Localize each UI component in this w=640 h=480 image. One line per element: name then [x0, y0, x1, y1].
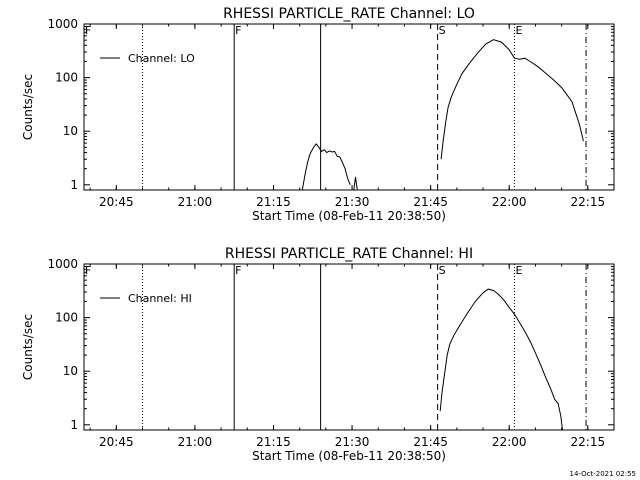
legend-label: Channel: HI [128, 292, 192, 305]
series-line [439, 288, 563, 431]
chart-title: RHESSI PARTICLE_RATE Channel: LO [223, 6, 475, 22]
timestamp: 14-Oct-2021 02:55 [569, 470, 636, 478]
y-tick-label: 1 [70, 178, 78, 192]
panel-lo-channel: RHESSI PARTICLE_RATE Channel: LO 20:45 21:… [21, 6, 615, 223]
y-tick-label: 1000 [47, 257, 78, 271]
x-tick-label: 21:45 [413, 435, 448, 449]
marker-label: S [439, 24, 446, 37]
y-tick-label: 100 [55, 71, 78, 85]
x-tick-label: 22:00 [492, 195, 527, 209]
marker-label: E [515, 264, 522, 277]
series-line [353, 176, 358, 191]
x-axis-label: Start Time (08-Feb-11 20:38:50) [252, 449, 446, 463]
series-line [440, 39, 584, 160]
x-tick-label: 21:00 [178, 195, 213, 209]
marker-label: S [439, 264, 446, 277]
series-line [301, 143, 351, 191]
x-tick-label: 21:45 [413, 195, 448, 209]
x-tick-label: 22:15 [571, 435, 606, 449]
x-tick-label: 22:00 [492, 435, 527, 449]
x-tick-label: 20:45 [99, 195, 134, 209]
y-tick-label: 10 [63, 124, 78, 138]
y-tick-label: 1000 [47, 17, 78, 31]
y-tick-label: 100 [55, 311, 78, 325]
x-tick-label: 22:15 [571, 195, 606, 209]
y-tick-label: 1 [70, 418, 78, 432]
x-tick-label: 21:00 [178, 435, 213, 449]
x-axis-label: Start Time (08-Feb-11 20:38:50) [252, 209, 446, 223]
marker-label: F [235, 264, 241, 277]
marker-label: F [235, 24, 241, 37]
marker-label: E [515, 24, 522, 37]
panel-hi-channel: RHESSI PARTICLE_RATE Channel: HI 20:45 21:… [21, 246, 615, 463]
x-tick-label: 21:15 [256, 435, 291, 449]
x-tick-label: 21:30 [335, 435, 370, 449]
y-axis-label: Counts/sec [21, 314, 35, 380]
plot-frame [83, 23, 615, 191]
y-tick-label: 10 [63, 364, 78, 378]
x-tick-label: 21:30 [335, 195, 370, 209]
y-axis-label: Counts/sec [21, 74, 35, 140]
chart-title: RHESSI PARTICLE_RATE Channel: HI [225, 246, 473, 262]
corner-label: F [85, 264, 91, 277]
plot-frame [83, 263, 615, 431]
corner-label: F [85, 24, 91, 37]
legend-label: Channel: LO [128, 52, 195, 65]
x-tick-label: 20:45 [99, 435, 134, 449]
x-tick-label: 21:15 [256, 195, 291, 209]
